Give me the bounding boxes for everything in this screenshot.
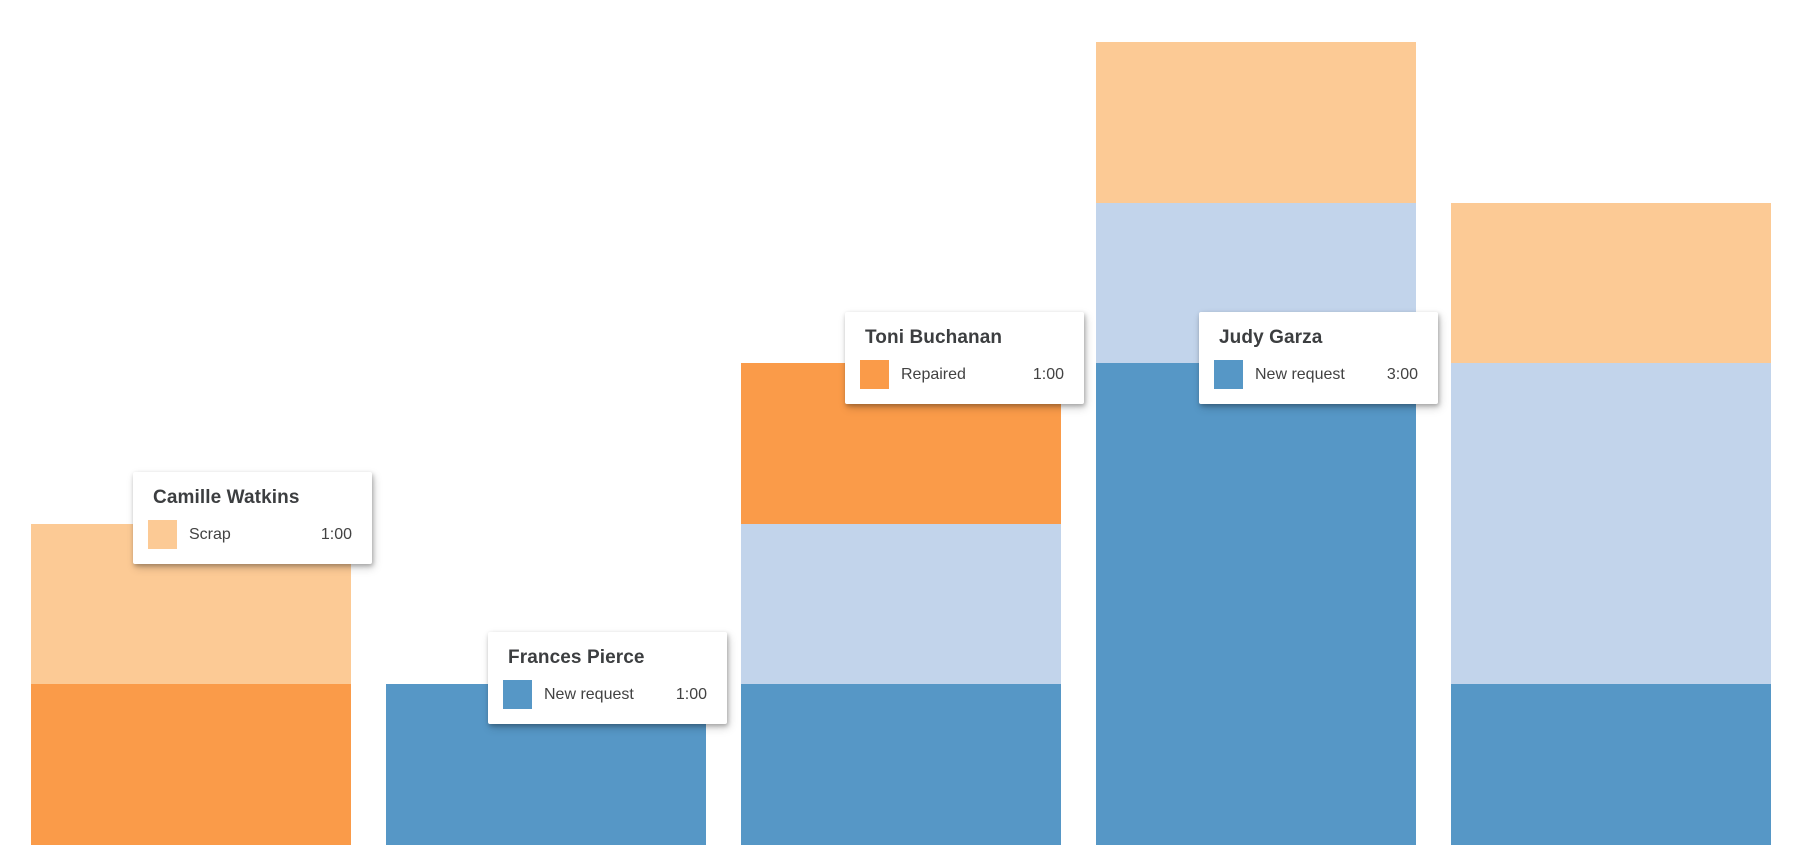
tooltip-series-row: New request 3:00 (1214, 360, 1418, 389)
bar-segment-repaired[interactable] (31, 684, 351, 845)
tooltip-series-row: Repaired 1:00 (860, 360, 1064, 389)
tooltip-series-row: Scrap 1:00 (148, 520, 352, 549)
bar-segment-new_request[interactable] (1451, 684, 1771, 845)
bar-segment-scrap[interactable] (1451, 202, 1771, 364)
bar-camille-watkins[interactable] (31, 523, 351, 845)
tooltip-person-name: Toni Buchanan (865, 327, 1003, 348)
tooltip-series-row: New request 1:00 (503, 680, 707, 709)
bar-segment-unlabeled_light_blue[interactable] (1451, 363, 1771, 685)
tooltip-judy-garza: Judy Garza New request 3:00 (1199, 312, 1438, 404)
series-duration-value: 3:00 (1386, 365, 1418, 383)
series-label: New request (544, 685, 634, 703)
bar-segment-new_request[interactable] (741, 684, 1061, 845)
tooltip-frances-pierce: Frances Pierce New request 1:00 (488, 632, 727, 724)
tooltip-toni-buchanan: Toni Buchanan Repaired 1:00 (845, 312, 1084, 404)
series-label: New request (1255, 365, 1345, 383)
series-duration-value: 1:00 (320, 525, 352, 543)
series-color-swatch (1214, 360, 1243, 389)
tooltip-camille-watkins: Camille Watkins Scrap 1:00 (133, 472, 372, 564)
bar-column-5[interactable] (1451, 202, 1771, 845)
series-color-swatch (148, 520, 177, 549)
bar-judy-garza[interactable] (1096, 42, 1416, 845)
series-duration-value: 1:00 (675, 685, 707, 703)
series-label: Scrap (189, 525, 231, 543)
series-label: Repaired (901, 365, 966, 383)
bar-segment-new_request[interactable] (1096, 363, 1416, 845)
series-color-swatch (503, 680, 532, 709)
tooltip-person-name: Frances Pierce (508, 647, 645, 668)
series-color-swatch (860, 360, 889, 389)
tooltip-person-name: Judy Garza (1219, 327, 1323, 348)
bar-segment-unlabeled_light_blue[interactable] (741, 523, 1061, 685)
bar-toni-buchanan[interactable] (741, 363, 1061, 845)
series-duration-value: 1:00 (1032, 365, 1064, 383)
tooltip-person-name: Camille Watkins (153, 487, 300, 508)
bar-segment-scrap[interactable] (1096, 42, 1416, 203)
